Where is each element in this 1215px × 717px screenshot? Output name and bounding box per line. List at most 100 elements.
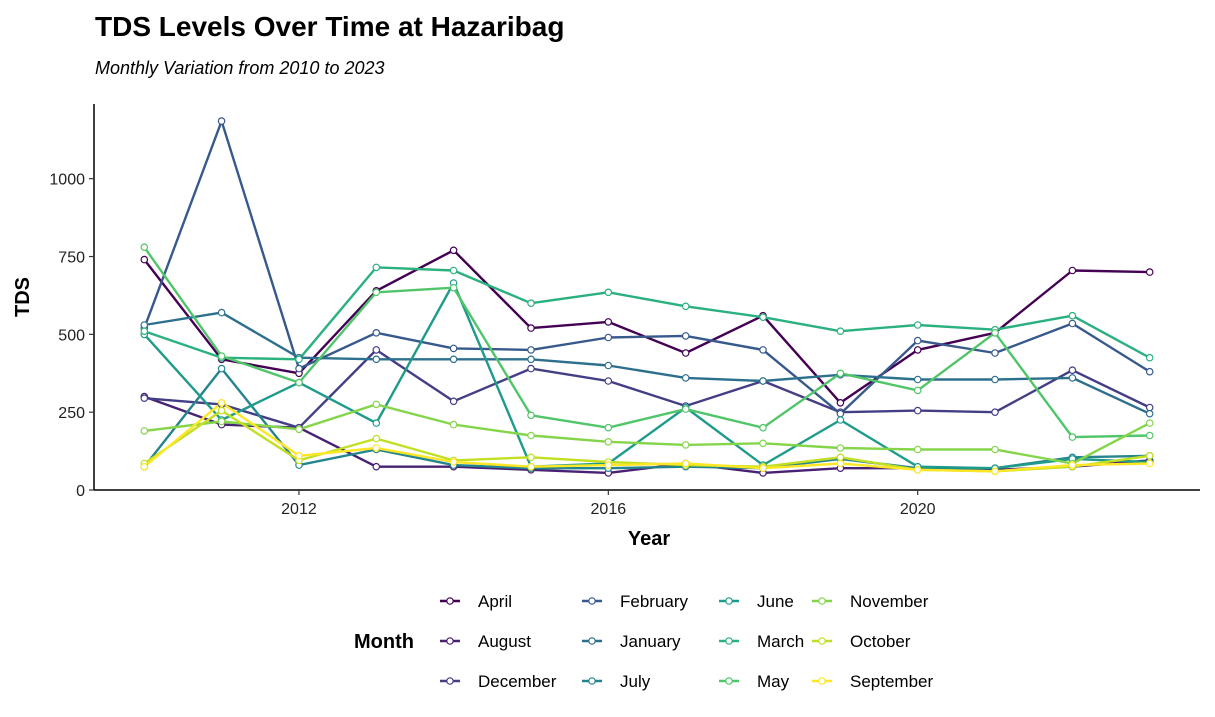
y-axis-ticks: 0 250 500 750 1000 — [49, 172, 94, 500]
data-point-may — [681, 405, 690, 413]
data-point-december — [372, 346, 381, 354]
data-point-september — [1145, 459, 1154, 468]
data-point-october — [372, 434, 381, 443]
legend-item-january: January — [582, 632, 681, 651]
data-point-january — [372, 355, 381, 364]
series-line-february — [143, 119, 1151, 415]
y-tick-label: 0 — [76, 483, 85, 500]
data-point-april — [527, 324, 535, 332]
legend-item-september: September — [812, 672, 933, 691]
legend-key-point — [588, 637, 596, 645]
data-point-march — [759, 313, 767, 322]
data-point-february — [913, 336, 922, 345]
legend-key-point — [725, 597, 733, 605]
data-point-march — [913, 321, 922, 329]
legend-key-point — [588, 677, 596, 685]
data-point-june — [372, 419, 381, 427]
data-point-january — [681, 374, 690, 382]
data-point-may — [372, 288, 381, 297]
data-point-may — [836, 369, 845, 378]
data-point-december — [913, 406, 922, 415]
data-point-february — [449, 344, 458, 353]
data-point-may — [1068, 433, 1077, 441]
legend-key-point — [818, 677, 826, 685]
data-point-may — [913, 386, 922, 395]
data-point-november — [681, 441, 690, 449]
legend-label: August — [478, 632, 531, 651]
series-line-march — [143, 266, 1151, 361]
data-point-october — [1145, 451, 1154, 460]
data-point-march — [1145, 353, 1154, 362]
data-point-december — [1145, 403, 1154, 412]
legend-key-point — [818, 637, 826, 645]
data-point-may — [991, 328, 999, 337]
legend-label: June — [757, 592, 794, 611]
chart-title: TDS Levels Over Time at Hazaribag — [95, 11, 564, 42]
data-point-april — [1068, 266, 1077, 275]
series-line-june — [143, 281, 1151, 470]
data-point-september — [991, 467, 999, 476]
data-point-february — [527, 346, 535, 354]
data-point-september — [681, 459, 690, 468]
legend-item-april: April — [440, 592, 512, 611]
data-point-may — [140, 243, 149, 252]
data-point-january — [140, 321, 149, 329]
legend-key-point — [446, 677, 454, 685]
data-point-april — [836, 398, 845, 407]
legend-item-october: October — [812, 632, 911, 651]
legend: Month April August December February January… — [354, 592, 933, 691]
legend-label: May — [757, 672, 790, 691]
y-tick-label: 500 — [58, 327, 85, 344]
series-lines — [143, 119, 1151, 475]
axes — [93, 104, 1200, 491]
data-point-november — [527, 431, 535, 440]
y-tick-label: 1000 — [49, 172, 85, 189]
data-point-february — [1145, 367, 1154, 376]
data-point-may — [449, 283, 458, 292]
data-point-january — [1068, 374, 1077, 382]
series-points — [140, 117, 1154, 477]
data-point-december — [991, 408, 999, 417]
legend-item-july: July — [582, 672, 651, 691]
data-point-may — [527, 411, 535, 420]
data-point-september — [604, 461, 613, 469]
data-point-april — [140, 255, 149, 264]
chart-subtitle: Monthly Variation from 2010 to 2023 — [95, 58, 385, 78]
series-line-september — [143, 401, 1151, 473]
legend-item-august: August — [440, 632, 531, 651]
data-point-march — [1068, 311, 1077, 320]
legend-label: September — [850, 672, 933, 691]
data-point-december — [527, 364, 535, 373]
legend-item-june: June — [719, 592, 794, 611]
data-point-february — [372, 328, 381, 337]
data-point-february — [1068, 319, 1077, 328]
legend-key-point — [725, 637, 733, 645]
data-point-august — [372, 462, 381, 471]
data-point-june — [836, 416, 845, 424]
data-point-april — [681, 349, 690, 357]
legend-title: Month — [354, 631, 414, 653]
data-point-april — [913, 346, 922, 354]
legend-label: July — [620, 672, 651, 691]
series-line-december — [143, 348, 1151, 429]
legend-item-march: March — [719, 632, 804, 651]
data-point-march — [449, 266, 458, 275]
data-point-february — [759, 346, 767, 354]
data-point-october — [217, 406, 226, 415]
legend-label: November — [850, 592, 929, 611]
data-point-december — [604, 377, 613, 385]
data-point-may — [604, 423, 613, 432]
data-point-september — [449, 458, 458, 466]
data-point-december — [1068, 366, 1077, 375]
data-point-november — [1145, 419, 1154, 427]
data-point-september — [140, 462, 149, 471]
data-point-march — [140, 327, 149, 336]
data-point-february — [991, 349, 999, 357]
data-point-september — [295, 451, 303, 460]
data-point-october — [527, 453, 535, 462]
data-point-january — [604, 361, 613, 370]
legend-label: February — [620, 592, 689, 611]
data-point-april — [604, 318, 613, 326]
data-point-may — [1145, 431, 1154, 440]
